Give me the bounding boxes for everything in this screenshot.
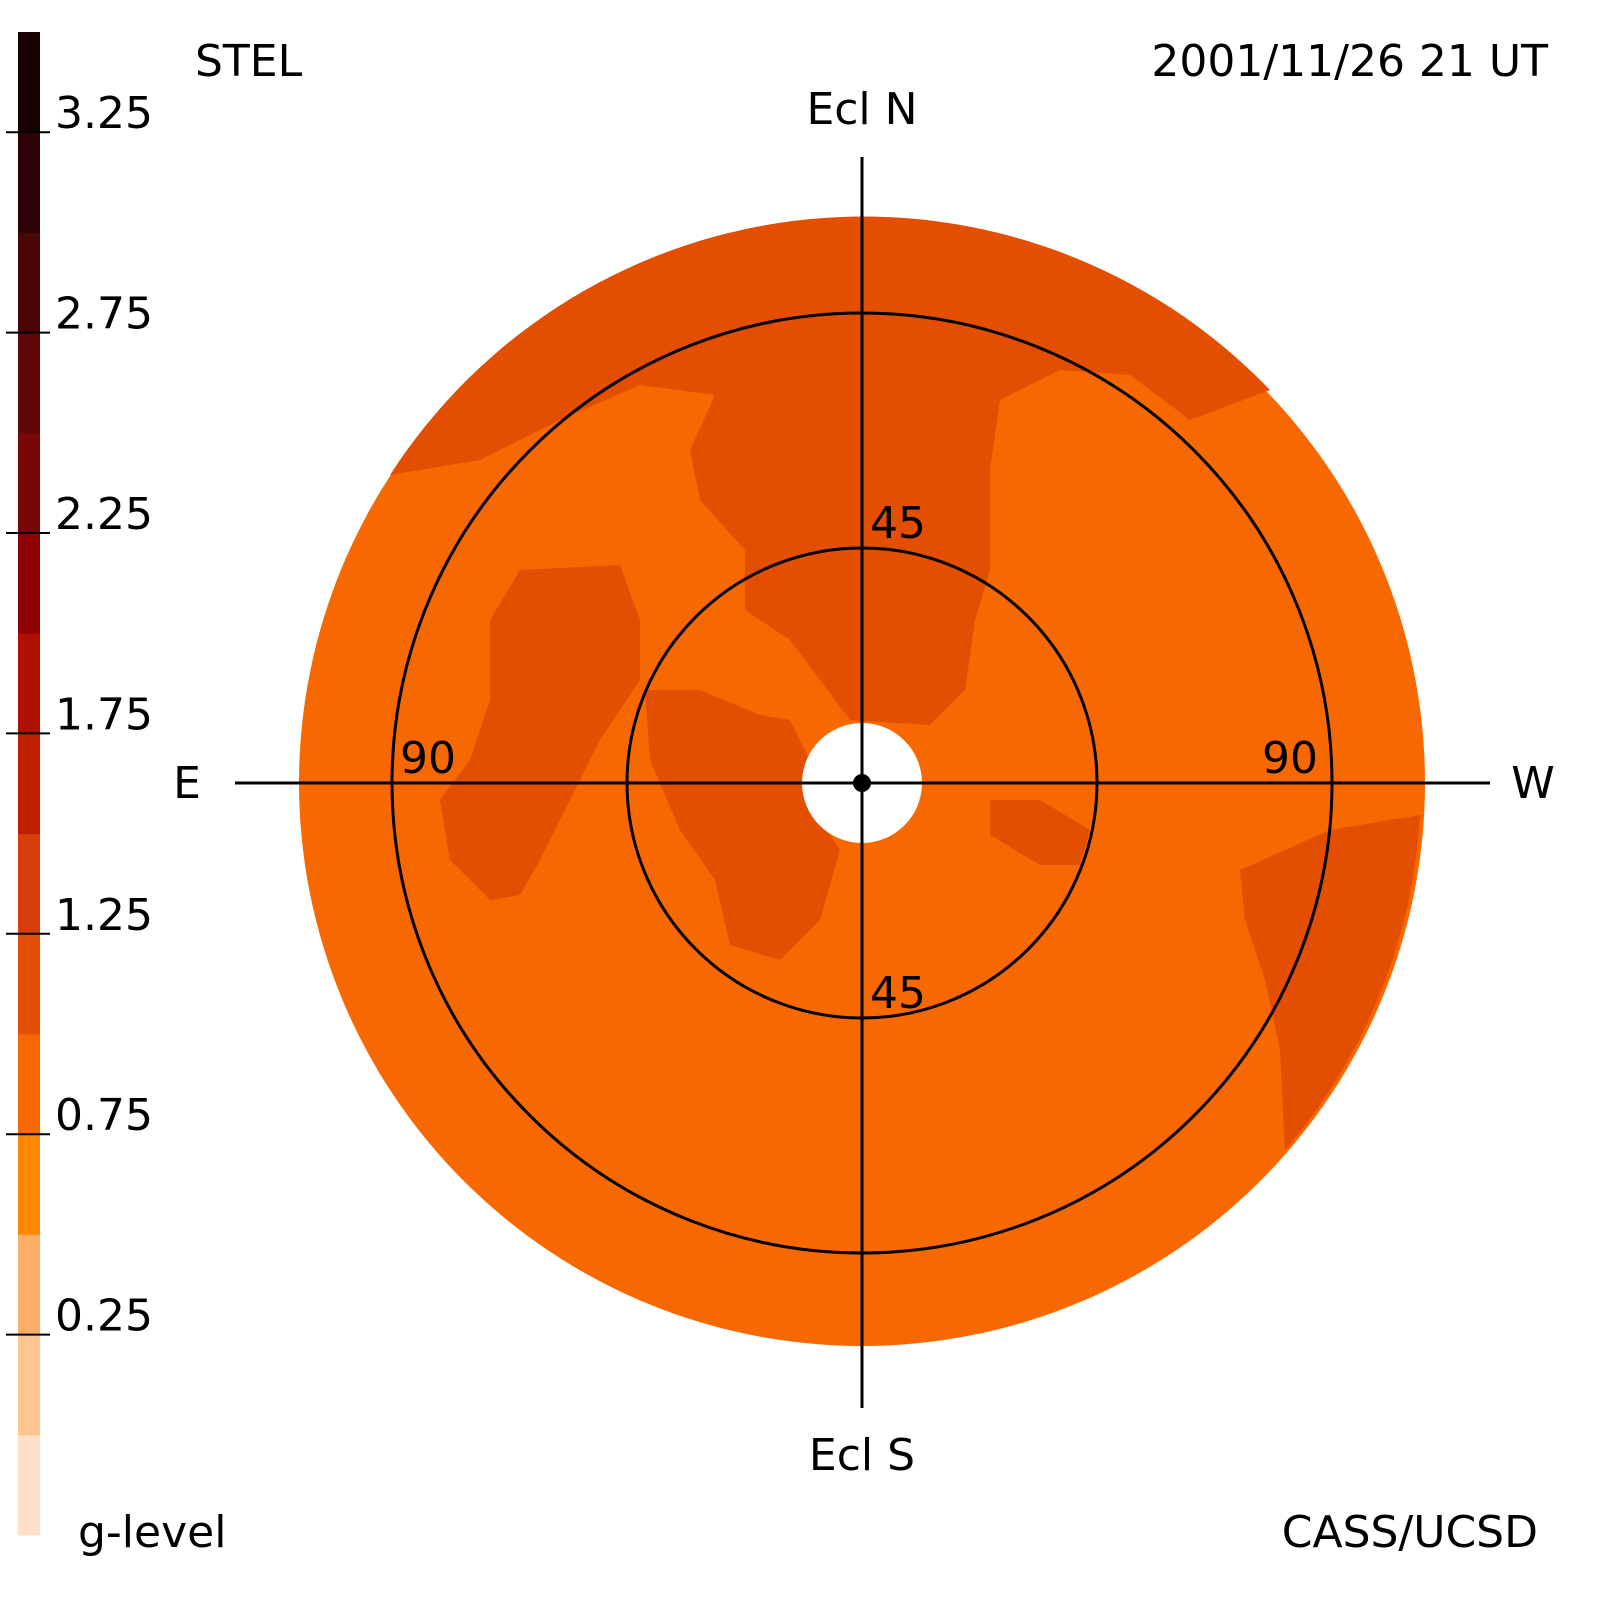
colorbar-band xyxy=(18,733,40,835)
elongation-ring xyxy=(390,311,1334,1255)
density-region xyxy=(440,565,640,900)
colorbar-tick-label: 1.75 xyxy=(55,689,153,740)
colorbar-label: g-level xyxy=(78,1507,226,1558)
ring-label: 45 xyxy=(870,968,926,1019)
colorbar-band xyxy=(18,933,40,1035)
colorbar-band xyxy=(18,32,40,133)
credit: CASS/UCSD xyxy=(1282,1507,1538,1558)
colorbar-band xyxy=(18,833,40,935)
colorbar-band xyxy=(18,633,40,734)
date-label: 2001/11/26 21 UT xyxy=(1151,36,1548,87)
ring-label: 90 xyxy=(400,733,456,784)
colorbar-band xyxy=(18,132,40,233)
colorbar-band xyxy=(18,332,40,434)
colorbar-band xyxy=(18,533,40,634)
colorbar-tick-label: 2.25 xyxy=(55,489,153,540)
colorbar-band xyxy=(18,1334,40,1436)
colorbar-tick-label: 1.25 xyxy=(55,890,153,941)
colorbar-band xyxy=(18,1034,40,1135)
colorbar-band xyxy=(18,432,40,534)
colorbar-tick-label: 0.25 xyxy=(55,1291,153,1342)
ring-label: 45 xyxy=(870,498,926,549)
west-label: W xyxy=(1511,758,1555,809)
density-region xyxy=(990,800,1090,865)
elongation-ring xyxy=(625,546,1099,1020)
colorbar-tick-label: 0.75 xyxy=(55,1090,153,1141)
colorbar-band xyxy=(18,1134,40,1235)
density-region xyxy=(1240,815,1420,1150)
sun-marker xyxy=(853,774,871,792)
sky-map xyxy=(235,157,1490,1408)
east-label: E xyxy=(173,758,201,809)
colorbar-tick-label: 2.75 xyxy=(55,289,153,340)
density-region xyxy=(645,690,840,960)
colorbar-band xyxy=(18,1434,40,1536)
density-regions xyxy=(390,216,1420,1150)
colorbar-band xyxy=(18,1234,40,1336)
colorbar-band xyxy=(18,232,40,334)
north-label: Ecl N xyxy=(806,84,917,135)
ring-label: 90 xyxy=(1262,733,1318,784)
colorbar-tick-label: 3.25 xyxy=(55,88,153,139)
title: STEL xyxy=(195,36,303,87)
density-region xyxy=(390,216,1270,726)
south-label: Ecl S xyxy=(809,1430,915,1481)
